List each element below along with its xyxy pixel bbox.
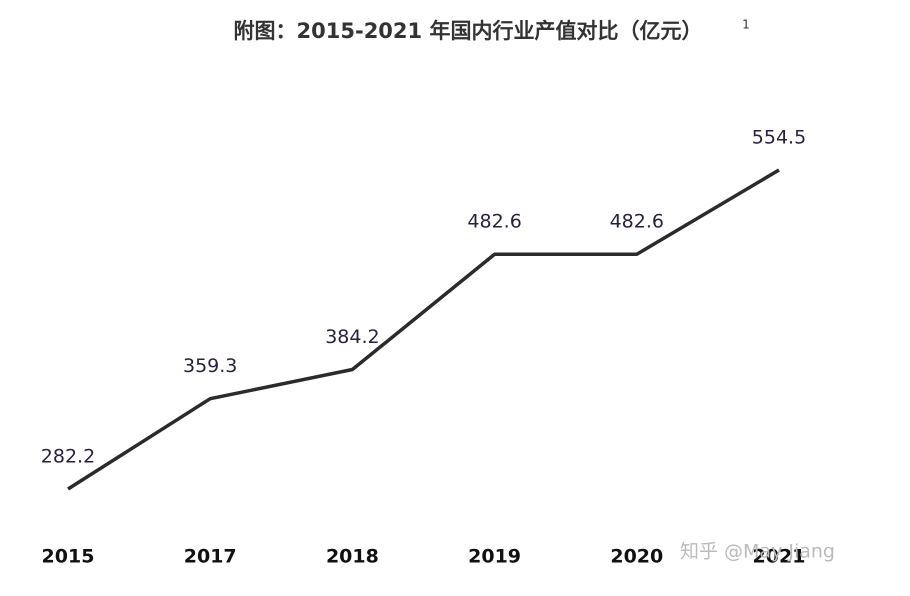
x-tick-label: 2017 bbox=[184, 546, 237, 568]
data-label: 359.3 bbox=[183, 355, 237, 377]
x-tick-label: 2018 bbox=[326, 546, 379, 568]
data-label: 554.5 bbox=[752, 127, 806, 149]
watermark: 知乎 @May Jiang bbox=[680, 541, 835, 563]
title-footnote: 1 bbox=[742, 18, 750, 32]
data-label: 482.6 bbox=[467, 211, 521, 233]
x-tick-label: 2020 bbox=[610, 546, 663, 568]
line bbox=[67, 168, 780, 491]
data-label: 384.2 bbox=[325, 326, 379, 348]
x-tick-label: 2021 bbox=[753, 546, 806, 568]
x-tick-label: 2019 bbox=[468, 546, 521, 568]
x-tick-label: 2015 bbox=[42, 546, 95, 568]
chart-title: 附图：2015-2021 年国内行业产值对比（亿元） bbox=[234, 19, 703, 43]
data-label: 482.6 bbox=[610, 211, 664, 233]
data-label: 282.2 bbox=[41, 446, 95, 468]
